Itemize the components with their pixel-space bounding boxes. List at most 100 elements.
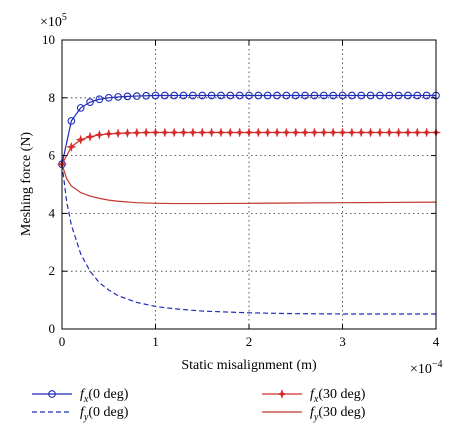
grid-lines bbox=[62, 40, 436, 329]
data-point-marker bbox=[225, 127, 236, 138]
data-point-marker bbox=[385, 91, 394, 100]
data-point-marker bbox=[235, 91, 244, 100]
data-point-marker bbox=[402, 127, 414, 138]
data-point-marker bbox=[348, 91, 356, 100]
axis-ticks: 0 1 2 3 4 0 2 4 6 8 10 bbox=[42, 32, 440, 349]
data-point-marker bbox=[207, 91, 216, 100]
data-point-marker bbox=[142, 91, 150, 100]
data-point-marker bbox=[338, 91, 347, 100]
data-point-marker bbox=[356, 127, 367, 138]
legend-label: fx(0 deg) bbox=[80, 387, 129, 405]
legend-label: fy(30 deg) bbox=[310, 405, 366, 423]
x-tick-label: 0 bbox=[59, 334, 66, 349]
legend-entry: fy(30 deg) bbox=[262, 405, 366, 423]
data-point-marker bbox=[282, 91, 291, 100]
data-point-marker bbox=[346, 127, 357, 138]
y-tick-label: 0 bbox=[49, 321, 56, 336]
series-line-y-3 bbox=[61, 164, 437, 205]
data-point-marker bbox=[254, 91, 263, 100]
data-point-marker bbox=[412, 127, 423, 138]
data-point-marker bbox=[421, 127, 432, 138]
data-point-marker bbox=[290, 127, 301, 138]
data-point-marker bbox=[76, 104, 85, 112]
data-point-marker bbox=[422, 91, 431, 100]
data-point-marker bbox=[159, 127, 170, 138]
data-point-marker bbox=[384, 127, 395, 138]
data-point-marker bbox=[179, 91, 188, 100]
data-point-marker bbox=[189, 91, 197, 100]
y-tick-label: 2 bbox=[49, 263, 56, 278]
x-tick-label: 2 bbox=[246, 334, 253, 349]
legend-entry: fx(0 deg) bbox=[32, 387, 129, 405]
data-point-marker bbox=[299, 127, 311, 138]
data-point-marker bbox=[329, 91, 338, 100]
data-point-marker bbox=[318, 127, 329, 138]
data-point-marker bbox=[374, 127, 386, 138]
data-point-marker bbox=[161, 91, 169, 100]
data-point-marker bbox=[309, 127, 320, 138]
data-point-marker bbox=[104, 93, 113, 102]
data-point-marker bbox=[262, 127, 273, 138]
y-axis-multiplier: ×105 bbox=[40, 12, 67, 30]
data-point-marker bbox=[187, 127, 199, 138]
data-point-marker bbox=[75, 134, 86, 145]
data-point-marker bbox=[84, 131, 96, 142]
data-point-marker bbox=[273, 91, 281, 100]
series-line-y-1 bbox=[61, 164, 436, 315]
data-point-marker bbox=[245, 91, 253, 100]
data-series bbox=[56, 91, 442, 315]
y-tick-label: 4 bbox=[49, 205, 56, 220]
data-point-marker bbox=[94, 129, 105, 140]
data-point-marker bbox=[319, 91, 328, 100]
y-tick-label: 10 bbox=[42, 32, 55, 47]
legend-marker bbox=[276, 388, 288, 400]
x-axis-label: Static misalignment (m) bbox=[181, 358, 317, 373]
x-tick-label: 3 bbox=[339, 334, 346, 349]
data-point-marker bbox=[197, 127, 208, 138]
data-point-marker bbox=[271, 127, 283, 138]
data-point-marker bbox=[291, 91, 300, 100]
y-axis-label: Meshing force (N) bbox=[19, 132, 34, 237]
data-point-marker bbox=[103, 128, 114, 140]
data-point-marker bbox=[178, 127, 189, 138]
data-point-marker bbox=[86, 98, 94, 106]
data-point-marker bbox=[366, 91, 375, 100]
data-point-marker bbox=[150, 127, 161, 138]
legend-marker bbox=[48, 390, 56, 398]
data-point-marker bbox=[122, 127, 133, 139]
data-point-marker bbox=[217, 91, 225, 100]
legend-label: fx(30 deg) bbox=[310, 387, 366, 405]
x-axis-multiplier: ×10−4 bbox=[410, 359, 443, 377]
data-point-marker bbox=[328, 127, 339, 138]
data-point-marker bbox=[301, 91, 309, 100]
data-point-marker bbox=[67, 117, 76, 125]
data-point-marker bbox=[215, 127, 227, 138]
data-point-marker bbox=[226, 91, 235, 100]
data-point-marker bbox=[357, 91, 366, 100]
legend: fx(0 deg)fy(0 deg) fx(30 deg)fy(30 deg) bbox=[32, 387, 366, 423]
data-point-marker bbox=[376, 91, 384, 100]
data-point-marker bbox=[141, 127, 152, 138]
data-point-marker bbox=[170, 91, 179, 100]
data-point-marker bbox=[281, 127, 292, 138]
data-point-marker bbox=[169, 127, 180, 138]
data-point-marker bbox=[404, 91, 412, 100]
data-point-marker bbox=[263, 91, 272, 100]
x-tick-label: 1 bbox=[152, 334, 159, 349]
legend-entry: fy(0 deg) bbox=[32, 405, 129, 423]
x-tick-label: 4 bbox=[433, 334, 440, 349]
data-point-marker bbox=[151, 91, 160, 100]
data-point-marker bbox=[131, 127, 142, 138]
y-tick-label: 8 bbox=[49, 90, 56, 105]
y-tick-label: 6 bbox=[49, 148, 56, 163]
data-point-marker bbox=[394, 91, 403, 100]
data-point-marker bbox=[112, 128, 124, 139]
data-point-marker bbox=[365, 127, 376, 138]
data-point-marker bbox=[393, 127, 404, 138]
data-point-marker bbox=[95, 95, 104, 104]
data-point-marker bbox=[234, 127, 245, 138]
data-point-marker bbox=[310, 91, 319, 100]
data-point-marker bbox=[114, 93, 122, 101]
data-point-marker bbox=[243, 127, 255, 138]
